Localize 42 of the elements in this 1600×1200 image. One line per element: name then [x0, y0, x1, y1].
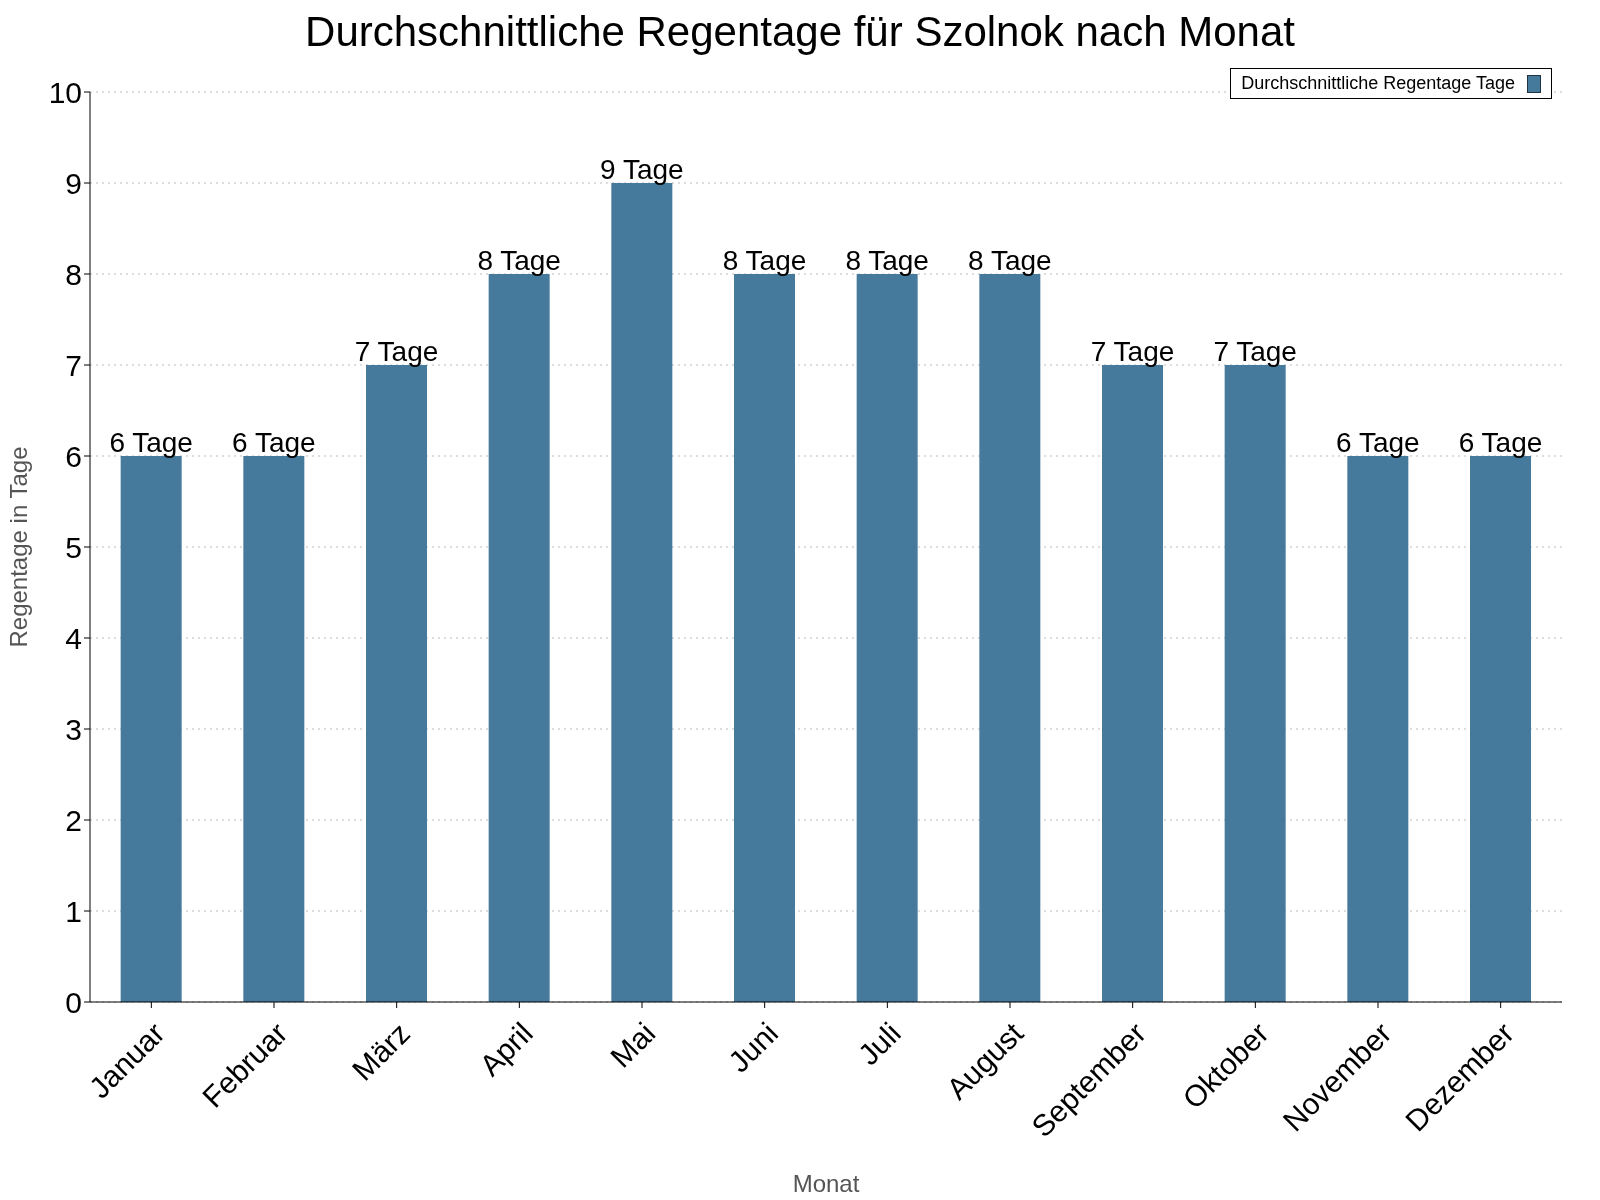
bar — [611, 183, 673, 1002]
x-tick-label: Juli — [851, 1016, 907, 1072]
y-tick-label: 1 — [65, 894, 82, 928]
y-axis-title: Regentage in Tage — [4, 446, 32, 648]
x-tick-label: Mai — [603, 1016, 662, 1074]
bar — [1470, 456, 1531, 1002]
x-axis-title: Monat — [792, 1170, 860, 1197]
y-tick-label: 8 — [65, 257, 82, 291]
data-label: 6 Tage — [1458, 427, 1543, 458]
data-label: 7 Tage — [1213, 336, 1297, 367]
data-label: 7 Tage — [1090, 336, 1175, 367]
y-tick-label: 0 — [65, 985, 82, 1019]
y-tick-label: 6 — [65, 439, 82, 473]
legend-label: Durchschnittliche Regentage Tage — [1241, 73, 1515, 94]
bar — [1347, 456, 1409, 1002]
y-tick-label: 5 — [65, 530, 82, 564]
bar — [979, 274, 1041, 1002]
bar — [1102, 365, 1163, 1002]
y-tick-label: 4 — [65, 621, 82, 655]
bar — [243, 456, 305, 1002]
bar — [856, 274, 918, 1002]
y-tick-label: 2 — [65, 803, 82, 837]
chart-title: Durchschnittliche Regentage für Szolnok nach Monat — [304, 8, 1296, 56]
data-label: 8 Tage — [968, 245, 1052, 276]
y-tick-label: 3 — [65, 712, 82, 746]
bar — [488, 274, 550, 1002]
data-label: 6 Tage — [1336, 427, 1420, 458]
data-label: 8 Tage — [477, 245, 561, 276]
bar — [1224, 365, 1286, 1002]
data-label: 8 Tage — [722, 245, 807, 276]
bar — [366, 365, 427, 1002]
data-label: 9 Tage — [600, 154, 684, 185]
y-tick-label: 10 — [48, 75, 82, 109]
data-label: 8 Tage — [845, 245, 929, 276]
x-tick-label: Juni — [721, 1016, 785, 1079]
data-label: 6 Tage — [109, 427, 193, 458]
data-label: 6 Tage — [232, 427, 316, 458]
y-tick-label: 7 — [65, 348, 82, 382]
bar — [120, 456, 182, 1002]
data-label: 7 Tage — [354, 336, 439, 367]
y-tick-label: 9 — [65, 166, 82, 200]
bar — [734, 274, 795, 1002]
